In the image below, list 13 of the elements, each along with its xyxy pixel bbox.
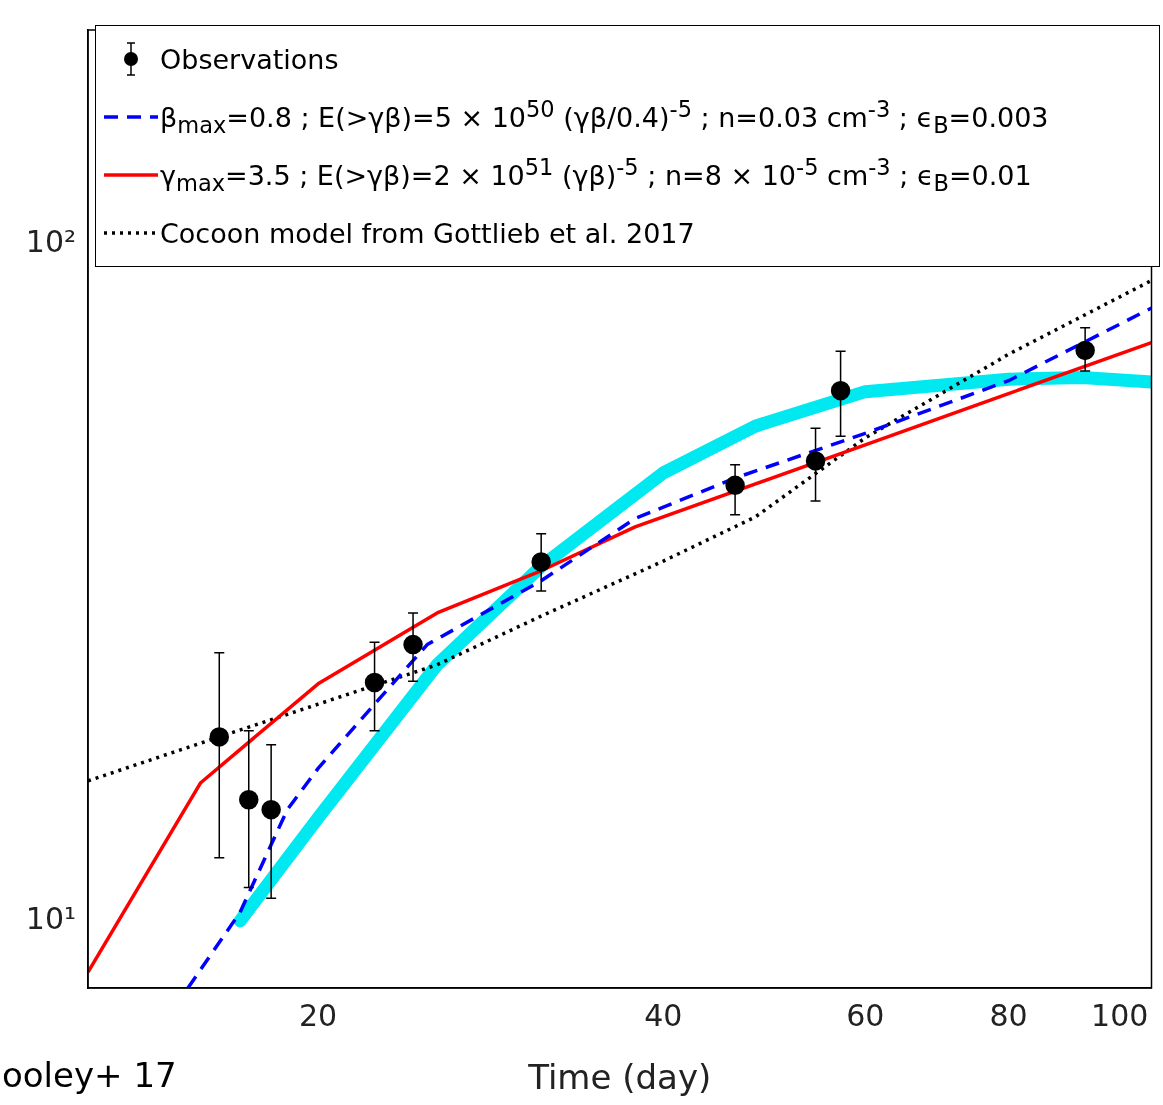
legend-label: Observations	[160, 43, 339, 75]
x-axis-title: Time (day)	[527, 1057, 712, 1098]
legend-label: Cocoon model from Gottlieb et al. 2017	[160, 217, 695, 249]
x-tick-label: 100	[1091, 997, 1149, 1033]
x-tick-label: 40	[644, 997, 683, 1033]
x-tick-label: 60	[846, 997, 885, 1033]
y-tick-label: 10¹	[25, 900, 76, 936]
text: β$_{max}$=0.8 ; E(>γβ)=5 × 10$^{50}$ (γβ/0.4)$^{-5}$ ; n=0.03 cm$^{-3}$ ; ϵ$_{B}$=0.003	[160, 95, 1049, 139]
y-tick-label: 10²	[25, 223, 76, 259]
text: γ$_{max}$=3.5 ; E(>γβ)=2 × 10$^{51}$ (γβ)$^{-5}$ ; n=8 × 10$^{-5}$ cm$^{-3}$ ; ϵ$_{B}$=0.01	[160, 153, 1032, 197]
text: ooley+ 17	[2, 1055, 177, 1095]
x-tick-label: 80	[989, 997, 1028, 1033]
x-tick-label: 20	[299, 997, 338, 1033]
